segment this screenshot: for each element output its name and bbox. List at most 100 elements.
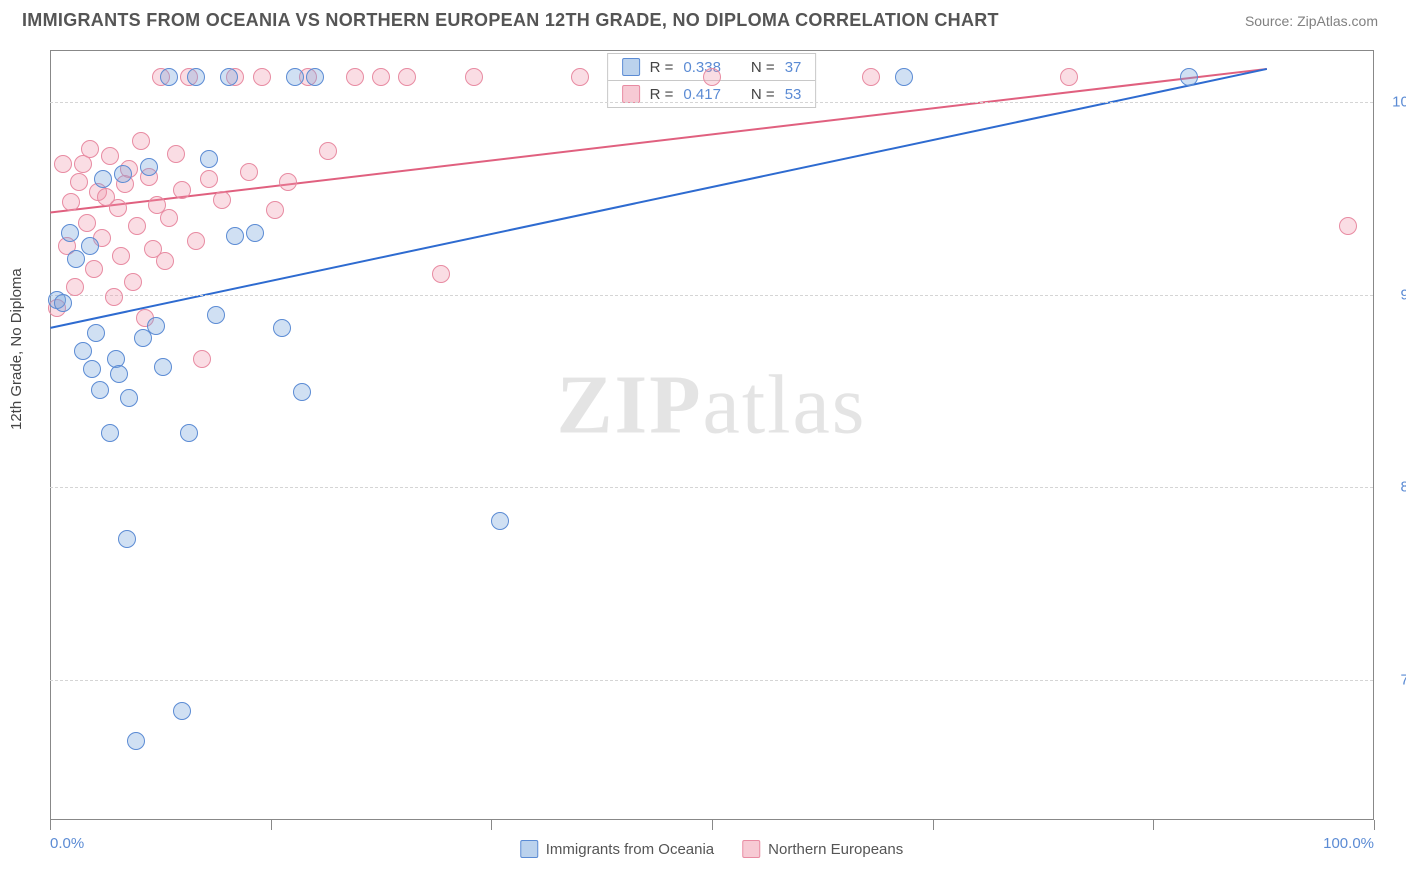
n-label: N = xyxy=(751,86,775,103)
data-point-blue xyxy=(207,306,225,324)
x-tick-label: 100.0% xyxy=(1323,835,1374,852)
chart-title: IMMIGRANTS FROM OCEANIA VS NORTHERN EURO… xyxy=(22,10,999,31)
gridline xyxy=(50,295,1373,296)
data-point-blue xyxy=(101,424,119,442)
x-tick xyxy=(1374,820,1375,830)
legend-item-pink: Northern Europeans xyxy=(742,840,903,858)
source-label: Source: ZipAtlas.com xyxy=(1245,13,1378,29)
data-point-pink xyxy=(70,173,88,191)
data-point-blue xyxy=(154,358,172,376)
data-point-pink xyxy=(109,199,127,217)
data-point-blue xyxy=(83,360,101,378)
gridline xyxy=(50,102,1373,103)
x-tick xyxy=(491,820,492,830)
data-point-pink xyxy=(85,260,103,278)
data-point-blue xyxy=(94,170,112,188)
data-point-pink xyxy=(124,273,142,291)
data-point-blue xyxy=(127,732,145,750)
data-point-blue xyxy=(110,365,128,383)
swatch-blue-icon xyxy=(520,840,538,858)
r-value: 0.417 xyxy=(683,86,721,103)
x-tick-label: 0.0% xyxy=(50,835,84,852)
data-point-pink xyxy=(279,173,297,191)
series-legend: Immigrants from Oceania Northern Europea… xyxy=(520,840,903,858)
data-point-blue xyxy=(273,319,291,337)
data-point-pink xyxy=(156,252,174,270)
data-point-pink xyxy=(78,214,96,232)
data-point-pink xyxy=(81,140,99,158)
watermark-text-a: ZIP xyxy=(557,358,703,451)
data-point-pink xyxy=(128,217,146,235)
watermark: ZIPatlas xyxy=(557,356,867,453)
swatch-pink-icon xyxy=(742,840,760,858)
r-label: R = xyxy=(650,86,674,103)
data-point-pink xyxy=(398,68,416,86)
data-point-pink xyxy=(465,68,483,86)
data-point-pink xyxy=(1339,217,1357,235)
data-point-blue xyxy=(81,237,99,255)
data-point-blue xyxy=(87,324,105,342)
data-point-pink xyxy=(432,265,450,283)
legend-item-label: Immigrants from Oceania xyxy=(546,841,714,858)
data-point-pink xyxy=(101,147,119,165)
gridline xyxy=(50,680,1373,681)
x-tick xyxy=(50,820,51,830)
data-point-blue xyxy=(160,68,178,86)
data-point-blue xyxy=(246,224,264,242)
data-point-blue xyxy=(895,68,913,86)
data-point-pink xyxy=(112,247,130,265)
data-point-blue xyxy=(54,294,72,312)
data-point-blue xyxy=(173,702,191,720)
data-point-blue xyxy=(306,68,324,86)
data-point-pink xyxy=(319,142,337,160)
data-point-blue xyxy=(140,158,158,176)
data-point-blue xyxy=(286,68,304,86)
y-tick-label: 85.0% xyxy=(1383,479,1406,496)
y-tick-label: 77.5% xyxy=(1383,671,1406,688)
legend-item-blue: Immigrants from Oceania xyxy=(520,840,714,858)
data-point-blue xyxy=(293,383,311,401)
data-point-pink xyxy=(703,68,721,86)
n-value: 37 xyxy=(785,59,802,76)
data-point-pink xyxy=(571,68,589,86)
data-point-pink xyxy=(160,209,178,227)
data-point-blue xyxy=(187,68,205,86)
y-tick-label: 92.5% xyxy=(1383,286,1406,303)
data-point-pink xyxy=(266,201,284,219)
scatter-plot: ZIPatlas R = 0.338 N = 37 R = 0.417 N = … xyxy=(50,50,1374,820)
gridline xyxy=(50,487,1373,488)
data-point-blue xyxy=(491,512,509,530)
data-point-pink xyxy=(346,68,364,86)
data-point-pink xyxy=(193,350,211,368)
data-point-blue xyxy=(226,227,244,245)
r-label: R = xyxy=(650,59,674,76)
data-point-pink xyxy=(167,145,185,163)
data-point-blue xyxy=(200,150,218,168)
data-point-blue xyxy=(180,424,198,442)
data-point-pink xyxy=(240,163,258,181)
swatch-blue-icon xyxy=(622,58,640,76)
x-tick xyxy=(1153,820,1154,830)
data-point-pink xyxy=(54,155,72,173)
data-point-pink xyxy=(132,132,150,150)
data-point-pink xyxy=(66,278,84,296)
n-label: N = xyxy=(751,59,775,76)
data-point-pink xyxy=(213,191,231,209)
data-point-blue xyxy=(61,224,79,242)
data-point-pink xyxy=(253,68,271,86)
data-point-blue xyxy=(74,342,92,360)
data-point-pink xyxy=(187,232,205,250)
y-tick-label: 100.0% xyxy=(1383,94,1406,111)
data-point-pink xyxy=(372,68,390,86)
data-point-pink xyxy=(74,155,92,173)
data-point-pink xyxy=(105,288,123,306)
data-point-blue xyxy=(147,317,165,335)
data-point-pink xyxy=(173,181,191,199)
legend-item-label: Northern Europeans xyxy=(768,841,903,858)
data-point-blue xyxy=(220,68,238,86)
watermark-text-b: atlas xyxy=(703,358,867,451)
x-tick xyxy=(933,820,934,830)
swatch-pink-icon xyxy=(622,85,640,103)
n-value: 53 xyxy=(785,86,802,103)
data-point-blue xyxy=(91,381,109,399)
